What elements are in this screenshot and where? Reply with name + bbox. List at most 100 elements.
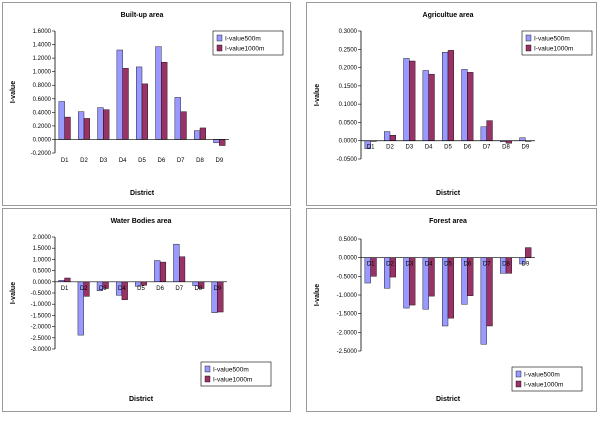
y-tick-label: 0.5000 — [339, 237, 358, 243]
chart-title: Agricultue area — [423, 12, 474, 19]
bar-i-value1000m — [159, 261, 167, 283]
bar-i-value1000m — [103, 109, 110, 140]
bar-i-value500m — [461, 69, 468, 141]
y-tick-label: 0.2500 — [339, 47, 358, 53]
legend-box — [521, 30, 593, 56]
y-tick-label: -1.0000 — [337, 293, 358, 299]
y-tick-label: -2.0000 — [337, 330, 358, 336]
bar-i-value1000m — [180, 111, 187, 140]
y-tick-label: 1.6000 — [33, 29, 52, 35]
bar-i-value500m — [403, 58, 410, 141]
legend-label: I-value1000m — [534, 46, 573, 53]
y-tick-label: 1.5000 — [33, 246, 52, 252]
chart-svg: Built-up area -0.2000 0.0000 0.2000 0.4000 0.… — [10, 12, 284, 197]
legend-swatch-i-value1000m — [525, 44, 532, 52]
bar-i-value1000m — [83, 118, 91, 140]
bar-i-value1000m — [486, 120, 493, 141]
bar-i-value1000m — [389, 135, 397, 141]
y-axis-label: I-value — [314, 84, 321, 106]
bar-i-value500m — [383, 131, 391, 141]
legend-label: I-value500m — [534, 36, 570, 43]
bar-i-value500m — [480, 257, 487, 345]
x-tick-label: D1 — [61, 286, 69, 292]
bar-i-value1000m — [161, 61, 168, 140]
legend-swatch-i-value1000m — [204, 375, 211, 383]
chart-svg: Water Bodies area -3.0000 -2.5000 -2.0000 -1… — [10, 218, 272, 403]
legend-label: I-value1000m — [524, 382, 563, 389]
y-tick-label: -0.0500 — [337, 157, 358, 163]
legend-swatch-i-value500m — [525, 34, 532, 42]
y-tick-label: 0.2000 — [33, 124, 52, 130]
water-bodies-area-chart: Water Bodies area -3.0000 -2.5000 -2.0000 -1… — [2, 208, 291, 412]
y-tick-label: -0.5000 — [31, 291, 52, 297]
y-tick-label: -0.2000 — [31, 151, 52, 157]
y-tick-label: 0.0000 — [33, 137, 52, 143]
bar-i-value1000m — [199, 127, 207, 140]
bar-i-value500m — [422, 70, 429, 141]
bar-i-value1000m — [141, 83, 149, 140]
x-tick-label: D7 — [483, 262, 491, 268]
legend-label: I-value500m — [213, 367, 249, 374]
bar-i-value1000m — [486, 257, 493, 327]
bar-i-value500m — [155, 46, 162, 140]
legend-swatch-i-value1000m — [515, 380, 522, 388]
legend-box — [212, 30, 284, 56]
x-tick-label: D7 — [483, 145, 491, 151]
bar-i-value500m — [77, 111, 85, 140]
x-tick-label: D9 — [521, 145, 529, 151]
x-tick-label: D8 — [194, 286, 202, 292]
x-tick-label: D5 — [137, 286, 145, 292]
x-axis-label: District — [436, 396, 461, 403]
legend-label: I-value500m — [225, 36, 261, 43]
y-tick-label: 0.0000 — [339, 256, 358, 262]
x-tick-label: D6 — [463, 262, 471, 268]
x-tick-label: D8 — [196, 158, 204, 164]
x-tick-label: D8 — [502, 262, 510, 268]
chart-title: Built-up area — [121, 12, 164, 19]
y-tick-label: 0.5000 — [33, 269, 52, 275]
x-tick-label: D5 — [444, 145, 452, 151]
bar-i-value1000m — [505, 140, 513, 144]
x-axis-label: District — [130, 190, 155, 197]
y-tick-label: -2.0000 — [31, 325, 52, 331]
y-tick-label: 1.4000 — [33, 43, 52, 49]
legend-box — [511, 366, 583, 392]
legend-label: I-value500m — [524, 372, 560, 379]
bar-i-value500m — [480, 126, 487, 141]
x-tick-label: D1 — [367, 145, 375, 151]
bar-i-value1000m — [122, 68, 129, 140]
x-tick-label: D2 — [80, 286, 88, 292]
y-tick-label: 0.2000 — [339, 66, 358, 72]
bar-i-value1000m — [409, 60, 416, 141]
chart-svg: Forest area -2.5000 -2.0000 -1.5000 -1.0000 -… — [314, 218, 583, 403]
bar-i-value500m — [193, 130, 201, 140]
bar-i-value500m — [441, 52, 449, 141]
bar-i-value1000m — [219, 139, 226, 146]
y-tick-label: -3.0000 — [31, 347, 52, 353]
legend-label: I-value1000m — [225, 46, 264, 53]
bar-i-value500m — [173, 243, 180, 282]
y-tick-label: 0.0000 — [33, 280, 52, 286]
bar-i-value500m — [116, 49, 123, 140]
bar-i-value500m — [135, 66, 143, 140]
y-tick-label: 0.1500 — [339, 84, 358, 90]
x-tick-label: D9 — [521, 262, 529, 268]
legend-box — [200, 361, 272, 387]
x-tick-label: D3 — [99, 158, 107, 164]
bar-i-value500m — [213, 139, 220, 144]
y-tick-label: -1.5000 — [31, 313, 52, 319]
y-axis-label: I-value — [314, 284, 321, 306]
y-tick-label: 1.2000 — [33, 56, 52, 62]
y-tick-label: 1.0000 — [33, 257, 52, 263]
x-tick-label: D3 — [405, 145, 413, 151]
x-tick-label: D8 — [502, 145, 510, 151]
x-axis-label: District — [129, 396, 154, 403]
y-tick-label: -1.0000 — [31, 302, 52, 308]
bar-i-value1000m — [428, 73, 435, 141]
x-tick-label: D4 — [425, 145, 433, 151]
x-tick-label: D2 — [386, 262, 394, 268]
bar-i-value1000m — [179, 256, 186, 283]
x-tick-label: D5 — [444, 262, 452, 268]
y-axis-label: I-value — [10, 81, 17, 103]
x-tick-label: D2 — [80, 158, 88, 164]
